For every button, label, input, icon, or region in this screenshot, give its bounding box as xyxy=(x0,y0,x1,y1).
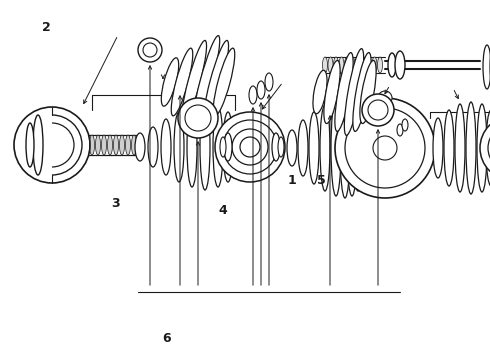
Ellipse shape xyxy=(340,98,350,198)
Ellipse shape xyxy=(466,102,476,194)
Circle shape xyxy=(223,120,277,174)
Ellipse shape xyxy=(265,73,273,91)
Ellipse shape xyxy=(192,36,220,129)
Ellipse shape xyxy=(377,57,383,73)
Ellipse shape xyxy=(161,58,179,106)
Ellipse shape xyxy=(455,104,465,192)
Circle shape xyxy=(232,129,268,165)
Ellipse shape xyxy=(278,137,284,157)
Ellipse shape xyxy=(347,100,357,196)
Ellipse shape xyxy=(322,57,327,73)
Circle shape xyxy=(345,108,425,188)
Ellipse shape xyxy=(334,57,339,73)
Ellipse shape xyxy=(161,119,171,175)
Ellipse shape xyxy=(220,137,226,157)
Ellipse shape xyxy=(131,135,137,155)
Ellipse shape xyxy=(107,135,113,155)
Ellipse shape xyxy=(298,120,308,176)
Ellipse shape xyxy=(224,133,232,161)
Ellipse shape xyxy=(444,110,454,186)
Ellipse shape xyxy=(395,51,405,79)
Ellipse shape xyxy=(213,107,223,187)
Ellipse shape xyxy=(125,135,130,155)
Circle shape xyxy=(368,100,388,120)
Ellipse shape xyxy=(223,112,233,182)
Ellipse shape xyxy=(320,105,330,191)
Ellipse shape xyxy=(350,57,355,73)
Circle shape xyxy=(373,136,397,160)
Ellipse shape xyxy=(101,135,106,155)
Ellipse shape xyxy=(135,133,145,161)
Ellipse shape xyxy=(335,53,353,131)
Ellipse shape xyxy=(356,57,361,73)
Ellipse shape xyxy=(203,40,228,123)
Circle shape xyxy=(240,137,260,157)
Circle shape xyxy=(138,38,162,62)
Ellipse shape xyxy=(148,127,158,167)
Ellipse shape xyxy=(26,123,34,167)
Ellipse shape xyxy=(287,130,297,166)
Ellipse shape xyxy=(353,105,363,191)
Ellipse shape xyxy=(181,40,207,123)
Text: 2: 2 xyxy=(42,21,51,33)
Circle shape xyxy=(185,105,211,131)
Text: 3: 3 xyxy=(111,197,120,210)
Text: 5: 5 xyxy=(317,174,325,186)
Circle shape xyxy=(480,116,490,180)
Ellipse shape xyxy=(324,60,340,123)
Text: 1: 1 xyxy=(287,174,296,186)
Ellipse shape xyxy=(187,107,197,187)
Ellipse shape xyxy=(388,53,396,77)
Ellipse shape xyxy=(114,135,119,155)
Ellipse shape xyxy=(339,57,344,73)
Circle shape xyxy=(335,98,435,198)
Ellipse shape xyxy=(433,118,443,178)
Text: 6: 6 xyxy=(162,332,171,345)
Ellipse shape xyxy=(367,57,371,73)
Ellipse shape xyxy=(33,115,43,175)
Circle shape xyxy=(215,112,285,182)
Ellipse shape xyxy=(402,119,408,131)
Ellipse shape xyxy=(313,70,327,114)
Ellipse shape xyxy=(309,112,319,184)
Circle shape xyxy=(178,98,218,138)
Ellipse shape xyxy=(344,57,349,73)
Ellipse shape xyxy=(174,112,184,182)
Ellipse shape xyxy=(331,100,341,196)
Ellipse shape xyxy=(378,91,392,105)
Ellipse shape xyxy=(249,86,257,104)
Ellipse shape xyxy=(397,124,403,136)
Ellipse shape xyxy=(344,49,364,135)
Ellipse shape xyxy=(171,48,193,116)
Ellipse shape xyxy=(96,135,100,155)
Ellipse shape xyxy=(486,110,490,186)
Ellipse shape xyxy=(360,60,376,123)
Ellipse shape xyxy=(200,104,210,190)
Ellipse shape xyxy=(257,81,265,99)
Ellipse shape xyxy=(213,48,235,116)
Ellipse shape xyxy=(328,57,333,73)
Ellipse shape xyxy=(361,57,366,73)
Ellipse shape xyxy=(483,45,490,89)
Ellipse shape xyxy=(477,104,487,192)
Text: 4: 4 xyxy=(219,204,227,217)
Circle shape xyxy=(143,43,157,57)
Ellipse shape xyxy=(90,135,95,155)
Ellipse shape xyxy=(372,57,377,73)
Ellipse shape xyxy=(353,53,371,131)
Ellipse shape xyxy=(120,135,124,155)
Circle shape xyxy=(488,124,490,172)
Ellipse shape xyxy=(272,133,280,161)
Ellipse shape xyxy=(358,112,368,184)
Circle shape xyxy=(362,94,394,126)
